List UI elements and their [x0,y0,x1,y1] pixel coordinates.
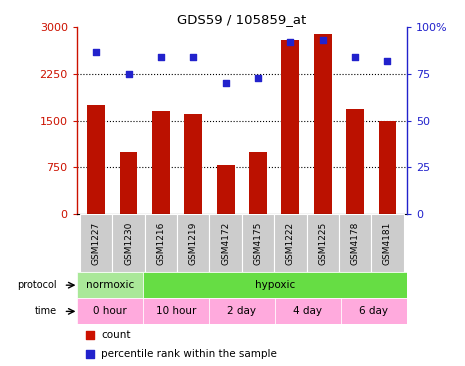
Point [222,81,229,86]
Text: GSM1222: GSM1222 [286,221,295,265]
Bar [217,165,234,214]
Text: 2 day: 2 day [227,306,256,316]
FancyBboxPatch shape [209,214,242,272]
Text: time: time [35,306,57,316]
Bar [87,105,105,214]
FancyBboxPatch shape [177,214,209,272]
Point [125,71,132,77]
Text: count: count [101,330,131,340]
Text: normoxic: normoxic [86,280,134,290]
FancyBboxPatch shape [209,298,275,325]
Text: GSM4175: GSM4175 [253,221,262,265]
Text: GSM1230: GSM1230 [124,221,133,265]
FancyBboxPatch shape [143,272,407,298]
FancyBboxPatch shape [275,298,341,325]
Point [286,40,294,45]
FancyBboxPatch shape [242,214,274,272]
Text: 4 day: 4 day [293,306,322,316]
Text: 6 day: 6 day [359,306,388,316]
Bar [249,152,267,214]
Point [384,58,391,64]
Bar [281,40,299,214]
FancyBboxPatch shape [341,298,407,325]
FancyBboxPatch shape [77,272,143,298]
Bar [120,152,138,214]
FancyBboxPatch shape [339,214,371,272]
Text: GSM1227: GSM1227 [92,221,100,265]
FancyBboxPatch shape [274,214,306,272]
Point [358,93,365,98]
Bar [184,115,202,214]
Text: 0 hour: 0 hour [93,306,126,316]
Bar [314,34,332,214]
Text: percentile rank within the sample: percentile rank within the sample [101,349,277,359]
Text: GSM1216: GSM1216 [156,221,166,265]
Point [190,54,197,60]
FancyBboxPatch shape [113,214,145,272]
Text: GSM4178: GSM4178 [351,221,359,265]
Text: hypoxic: hypoxic [255,280,295,290]
Point [157,54,165,60]
Bar [379,121,396,214]
FancyBboxPatch shape [77,298,143,325]
Text: protocol: protocol [17,280,57,290]
Text: GSM4172: GSM4172 [221,221,230,265]
Title: GDS59 / 105859_at: GDS59 / 105859_at [177,13,306,26]
FancyBboxPatch shape [80,214,113,272]
FancyBboxPatch shape [306,214,339,272]
FancyBboxPatch shape [143,298,209,325]
FancyBboxPatch shape [371,214,404,272]
Bar [346,109,364,214]
Bar [152,111,170,214]
FancyBboxPatch shape [145,214,177,272]
Text: GSM1225: GSM1225 [318,221,327,265]
Point [319,38,326,44]
Text: GSM4181: GSM4181 [383,221,392,265]
Point [93,49,100,55]
Point [352,54,359,60]
Point [254,75,262,81]
Text: 10 hour: 10 hour [156,306,196,316]
Point [358,265,365,270]
Text: GSM1219: GSM1219 [189,221,198,265]
